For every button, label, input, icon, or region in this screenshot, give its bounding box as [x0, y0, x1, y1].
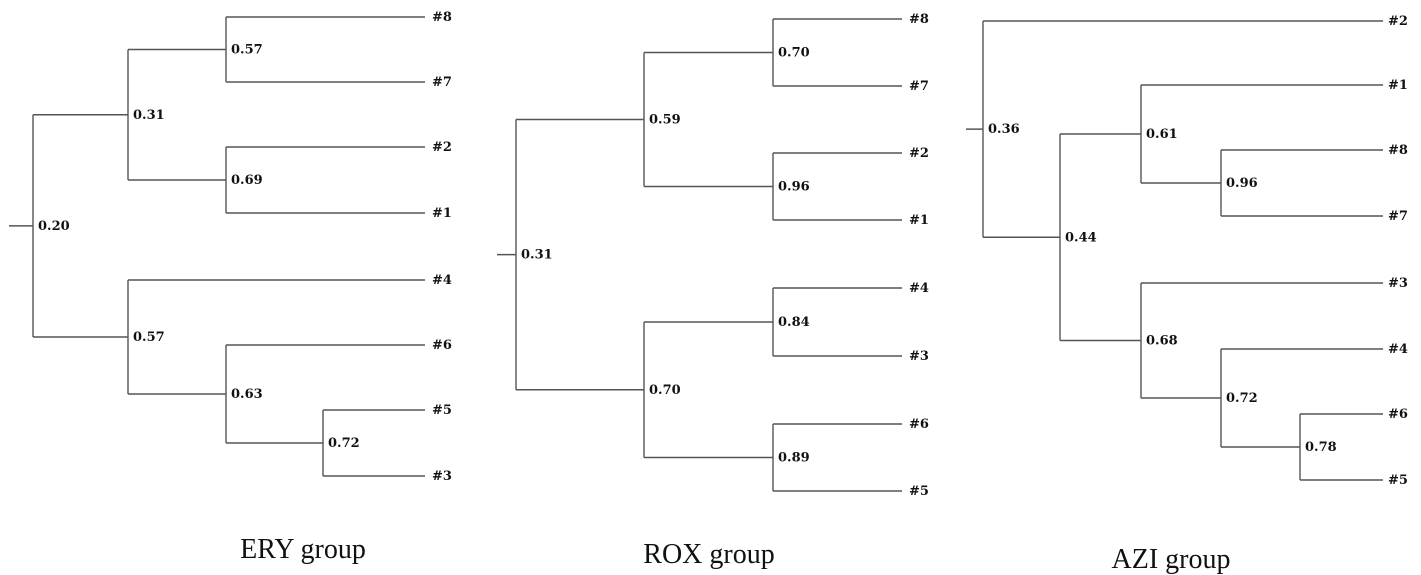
similarity-value: 0.78	[1305, 440, 1337, 455]
rox-dendrogram: #8 #7 0.70 #2 #1 0.96 0.59 #4 #3 0.84 #6 #5 0.89 0.70…	[497, 12, 929, 499]
similarity-value: 0.89	[778, 451, 810, 466]
leaf-label: #7	[432, 75, 452, 90]
leaf-label: #5	[432, 403, 452, 418]
leaf-label: #8	[432, 10, 452, 25]
leaf-label: #1	[432, 206, 452, 221]
leaf-label: #8	[909, 12, 929, 27]
similarity-value: 0.57	[231, 43, 263, 58]
leaf-label: #5	[1388, 473, 1408, 488]
azi-dendrogram: #8 #7 0.96 #1 0.61 #6 #5 0.78 #4 0.72 #3 0.68 0.44 #2…	[966, 14, 1408, 488]
leaf-label: #2	[909, 146, 929, 161]
leaf-label: #5	[909, 484, 929, 499]
leaf-label: #2	[1388, 14, 1408, 29]
rox-caption: ROX group	[643, 539, 774, 570]
leaf-label: #1	[1388, 78, 1408, 93]
similarity-value: 0.59	[649, 113, 681, 128]
azi-caption: AZI group	[1112, 544, 1231, 575]
ery-dendrogram: #8 #7 0.57 #2 #1 0.69 0.31 #5 #3 0.72 #6 0.63 #4 0.57…	[9, 10, 452, 484]
leaf-label: #6	[432, 338, 452, 353]
leaf-label: #8	[1388, 143, 1408, 158]
leaf-label: #2	[432, 140, 452, 155]
similarity-value: 0.72	[328, 436, 360, 451]
leaf-label: #4	[432, 273, 452, 288]
similarity-value: 0.20	[38, 219, 70, 234]
similarity-value: 0.36	[988, 122, 1020, 137]
leaf-label: #7	[1388, 209, 1408, 224]
similarity-value: 0.68	[1146, 334, 1178, 349]
leaf-label: #3	[1388, 276, 1408, 291]
similarity-value: 0.72	[1226, 391, 1258, 406]
similarity-value: 0.44	[1065, 230, 1097, 245]
similarity-value: 0.69	[231, 173, 263, 188]
ery-caption: ERY group	[240, 534, 366, 565]
leaf-label: #4	[909, 281, 929, 296]
similarity-value: 0.31	[133, 108, 165, 123]
similarity-value: 0.70	[778, 46, 810, 61]
leaf-label: #1	[909, 213, 929, 228]
leaf-label: #3	[909, 349, 929, 364]
leaf-label: #7	[909, 79, 929, 94]
leaf-label: #3	[432, 469, 452, 484]
similarity-value: 0.96	[778, 180, 810, 195]
leaf-label: #6	[909, 417, 929, 432]
similarity-value: 0.31	[521, 248, 553, 263]
leaf-label: #6	[1388, 407, 1408, 422]
leaf-label: #4	[1388, 342, 1408, 357]
similarity-value: 0.70	[649, 383, 681, 398]
similarity-value: 0.63	[231, 387, 263, 402]
similarity-value: 0.84	[778, 315, 810, 330]
similarity-value: 0.61	[1146, 127, 1178, 142]
similarity-value: 0.57	[133, 330, 165, 345]
similarity-value: 0.96	[1226, 176, 1258, 191]
